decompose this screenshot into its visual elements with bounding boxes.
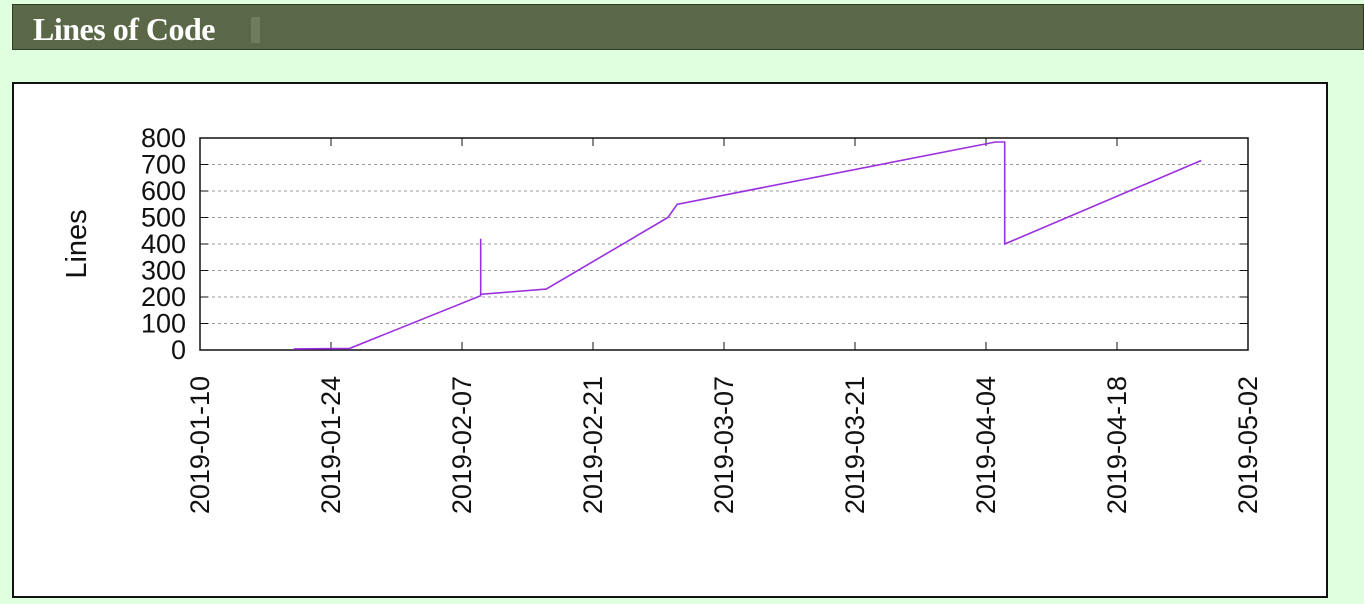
series-line <box>293 141 1202 350</box>
x-tick-label: 2019-05-02 <box>1233 376 1263 514</box>
chart-frame: 0 100 200 300 400 500 600 700 800 2019-01-10 2019-… <box>12 82 1328 598</box>
y-tick-label: 100 <box>141 309 186 339</box>
y-tick-label: 800 <box>141 123 186 153</box>
x-tick-label: 2019-04-04 <box>971 376 1001 514</box>
y-tick-label: 500 <box>141 203 186 233</box>
y-tick-label: 600 <box>141 176 186 206</box>
x-tick-label: 2019-03-07 <box>709 376 739 514</box>
y-axis-label: Lines <box>61 209 93 278</box>
axis-ticks <box>199 137 1249 351</box>
x-tick-label: 2019-01-10 <box>185 376 215 514</box>
y-tick-label: 0 <box>171 335 186 365</box>
y-tick-label: 200 <box>141 282 186 312</box>
x-tick-label: 2019-03-21 <box>840 376 870 514</box>
x-tick-label: 2019-02-07 <box>447 376 477 514</box>
y-tick-label: 300 <box>141 256 186 286</box>
x-tick-label: 2019-02-21 <box>578 376 608 514</box>
x-tick-label: 2019-01-24 <box>316 376 346 514</box>
section-title: Lines of Code <box>33 11 215 47</box>
y-tick-label: 700 <box>141 150 186 180</box>
anchor-link-icon[interactable] <box>251 17 260 43</box>
section-header: Lines of Code <box>12 4 1364 50</box>
x-tick-label: 2019-04-18 <box>1102 376 1132 514</box>
series <box>293 141 1202 350</box>
y-tick-label: 400 <box>141 229 186 259</box>
gridlines <box>200 164 1248 324</box>
